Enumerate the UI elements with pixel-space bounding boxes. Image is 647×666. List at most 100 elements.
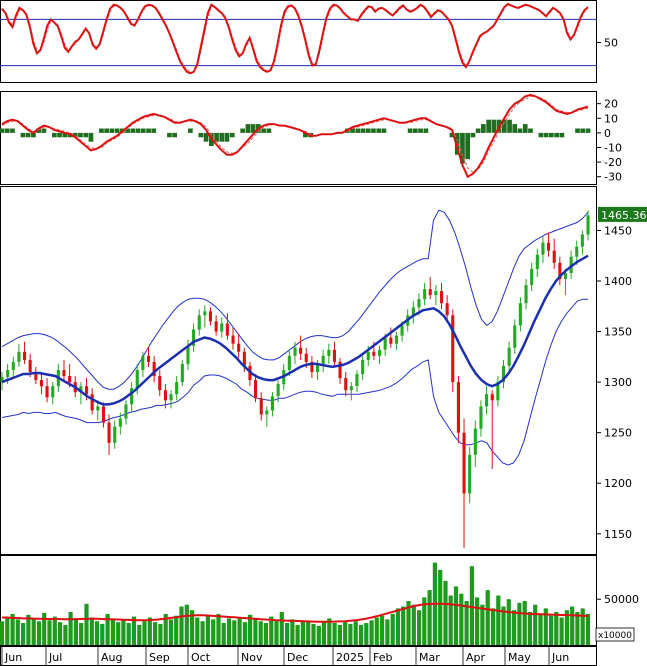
volume-bar bbox=[100, 623, 105, 645]
volume-bar bbox=[232, 620, 237, 645]
macd-histogram-bar bbox=[559, 132, 565, 138]
volume-bar bbox=[480, 604, 485, 645]
candle-body bbox=[366, 351, 370, 360]
x-tick-label: Dec bbox=[287, 651, 308, 664]
macd-histogram-bar bbox=[350, 128, 355, 133]
volume-bar bbox=[242, 622, 247, 645]
oscillator-tick-label: 50 bbox=[604, 37, 618, 50]
price-tick-label: 1200 bbox=[604, 477, 632, 490]
candle-body bbox=[293, 347, 297, 356]
volume-bar bbox=[174, 615, 179, 645]
macd-histogram-bar bbox=[10, 128, 15, 133]
macd-histogram-bar bbox=[130, 128, 136, 133]
volume-bar bbox=[459, 593, 464, 645]
macd-histogram-bar bbox=[376, 128, 382, 133]
macd-histogram-bar bbox=[580, 128, 586, 133]
volume-bar bbox=[295, 624, 300, 645]
volume-bar bbox=[10, 613, 15, 645]
volume-bar bbox=[147, 617, 152, 645]
volume-bar bbox=[84, 603, 89, 645]
volume-bar bbox=[385, 619, 390, 645]
candle-body bbox=[586, 215, 590, 235]
macd-histogram-bar bbox=[203, 132, 209, 142]
candle-body bbox=[338, 361, 342, 379]
candle-body bbox=[378, 349, 382, 356]
candle-body bbox=[304, 353, 308, 362]
candle-body bbox=[513, 325, 517, 348]
volume-bar bbox=[438, 569, 443, 645]
volume-bar bbox=[527, 612, 532, 645]
candle-body bbox=[259, 398, 263, 415]
candle-body bbox=[485, 394, 489, 407]
macd-histogram-bar bbox=[0, 128, 5, 133]
candle-body bbox=[180, 363, 184, 383]
volume-bar bbox=[15, 619, 20, 645]
macd-histogram-bar bbox=[198, 132, 204, 138]
volume-bar bbox=[559, 617, 564, 645]
volume-bar bbox=[116, 622, 121, 645]
volume-bar bbox=[380, 615, 385, 645]
candle-body bbox=[423, 289, 427, 300]
candle-body bbox=[569, 256, 573, 273]
candle-body bbox=[225, 323, 229, 336]
candle-body bbox=[535, 254, 539, 269]
macd-histogram-bar bbox=[512, 124, 518, 133]
macd-histogram-bar bbox=[135, 128, 141, 133]
volume-average-line bbox=[2, 602, 589, 623]
candle-body bbox=[411, 307, 415, 316]
volume-bar bbox=[195, 617, 200, 645]
macd-tick-label: -20 bbox=[604, 156, 622, 169]
volume-bar bbox=[163, 613, 168, 645]
x-tick-label: Jun bbox=[551, 651, 569, 664]
macd-histogram-bar bbox=[146, 128, 151, 133]
volume-bar bbox=[306, 622, 311, 645]
volume-bar bbox=[311, 623, 316, 645]
candle-body bbox=[118, 418, 122, 427]
volume-bar bbox=[332, 623, 337, 645]
volume-bar bbox=[300, 620, 305, 645]
macd-histogram-bar bbox=[528, 128, 533, 133]
candle-body bbox=[90, 394, 94, 411]
volume-bar bbox=[580, 608, 585, 645]
candle-body bbox=[68, 376, 72, 383]
macd-histogram-bar bbox=[517, 128, 523, 133]
candle-body bbox=[169, 394, 173, 401]
candle-body bbox=[299, 347, 303, 354]
macd-histogram-bar bbox=[31, 132, 36, 138]
candle-body bbox=[558, 262, 562, 279]
macd-histogram-bar bbox=[219, 132, 225, 142]
candle-body bbox=[113, 426, 117, 443]
volume-bar bbox=[448, 595, 453, 645]
volume-bar bbox=[200, 621, 205, 645]
candle-body bbox=[518, 303, 522, 326]
last-price-value: 1465.360 bbox=[601, 209, 647, 222]
volume-bar bbox=[36, 621, 42, 645]
volume-bar bbox=[184, 604, 189, 645]
macd-histogram-bar bbox=[62, 132, 68, 138]
volume-bar bbox=[190, 610, 195, 645]
volume-bar bbox=[501, 606, 506, 645]
candle-body bbox=[220, 323, 224, 332]
candle-body bbox=[321, 355, 325, 364]
volume-bar bbox=[496, 595, 501, 645]
volume-bar bbox=[464, 601, 469, 645]
macd-histogram-bar bbox=[502, 119, 507, 133]
volume-bar bbox=[42, 612, 47, 645]
price-tick-label: 1250 bbox=[604, 427, 632, 440]
candle-body bbox=[62, 370, 66, 377]
macd-histogram-bar bbox=[423, 128, 429, 133]
candle-body bbox=[107, 422, 111, 443]
candle-body bbox=[355, 374, 359, 387]
volume-bar bbox=[517, 602, 522, 645]
volume-bar bbox=[94, 621, 100, 645]
candle-body bbox=[265, 410, 269, 415]
volume-bar bbox=[52, 616, 57, 645]
candle-body bbox=[400, 325, 404, 336]
macd-histogram-bar bbox=[261, 128, 266, 133]
candle-body bbox=[580, 234, 584, 247]
candle-body bbox=[208, 311, 212, 322]
candle-body bbox=[141, 355, 145, 370]
volume-bar bbox=[63, 624, 68, 645]
volume-bar bbox=[469, 566, 474, 645]
macd-histogram-bar bbox=[575, 128, 580, 133]
